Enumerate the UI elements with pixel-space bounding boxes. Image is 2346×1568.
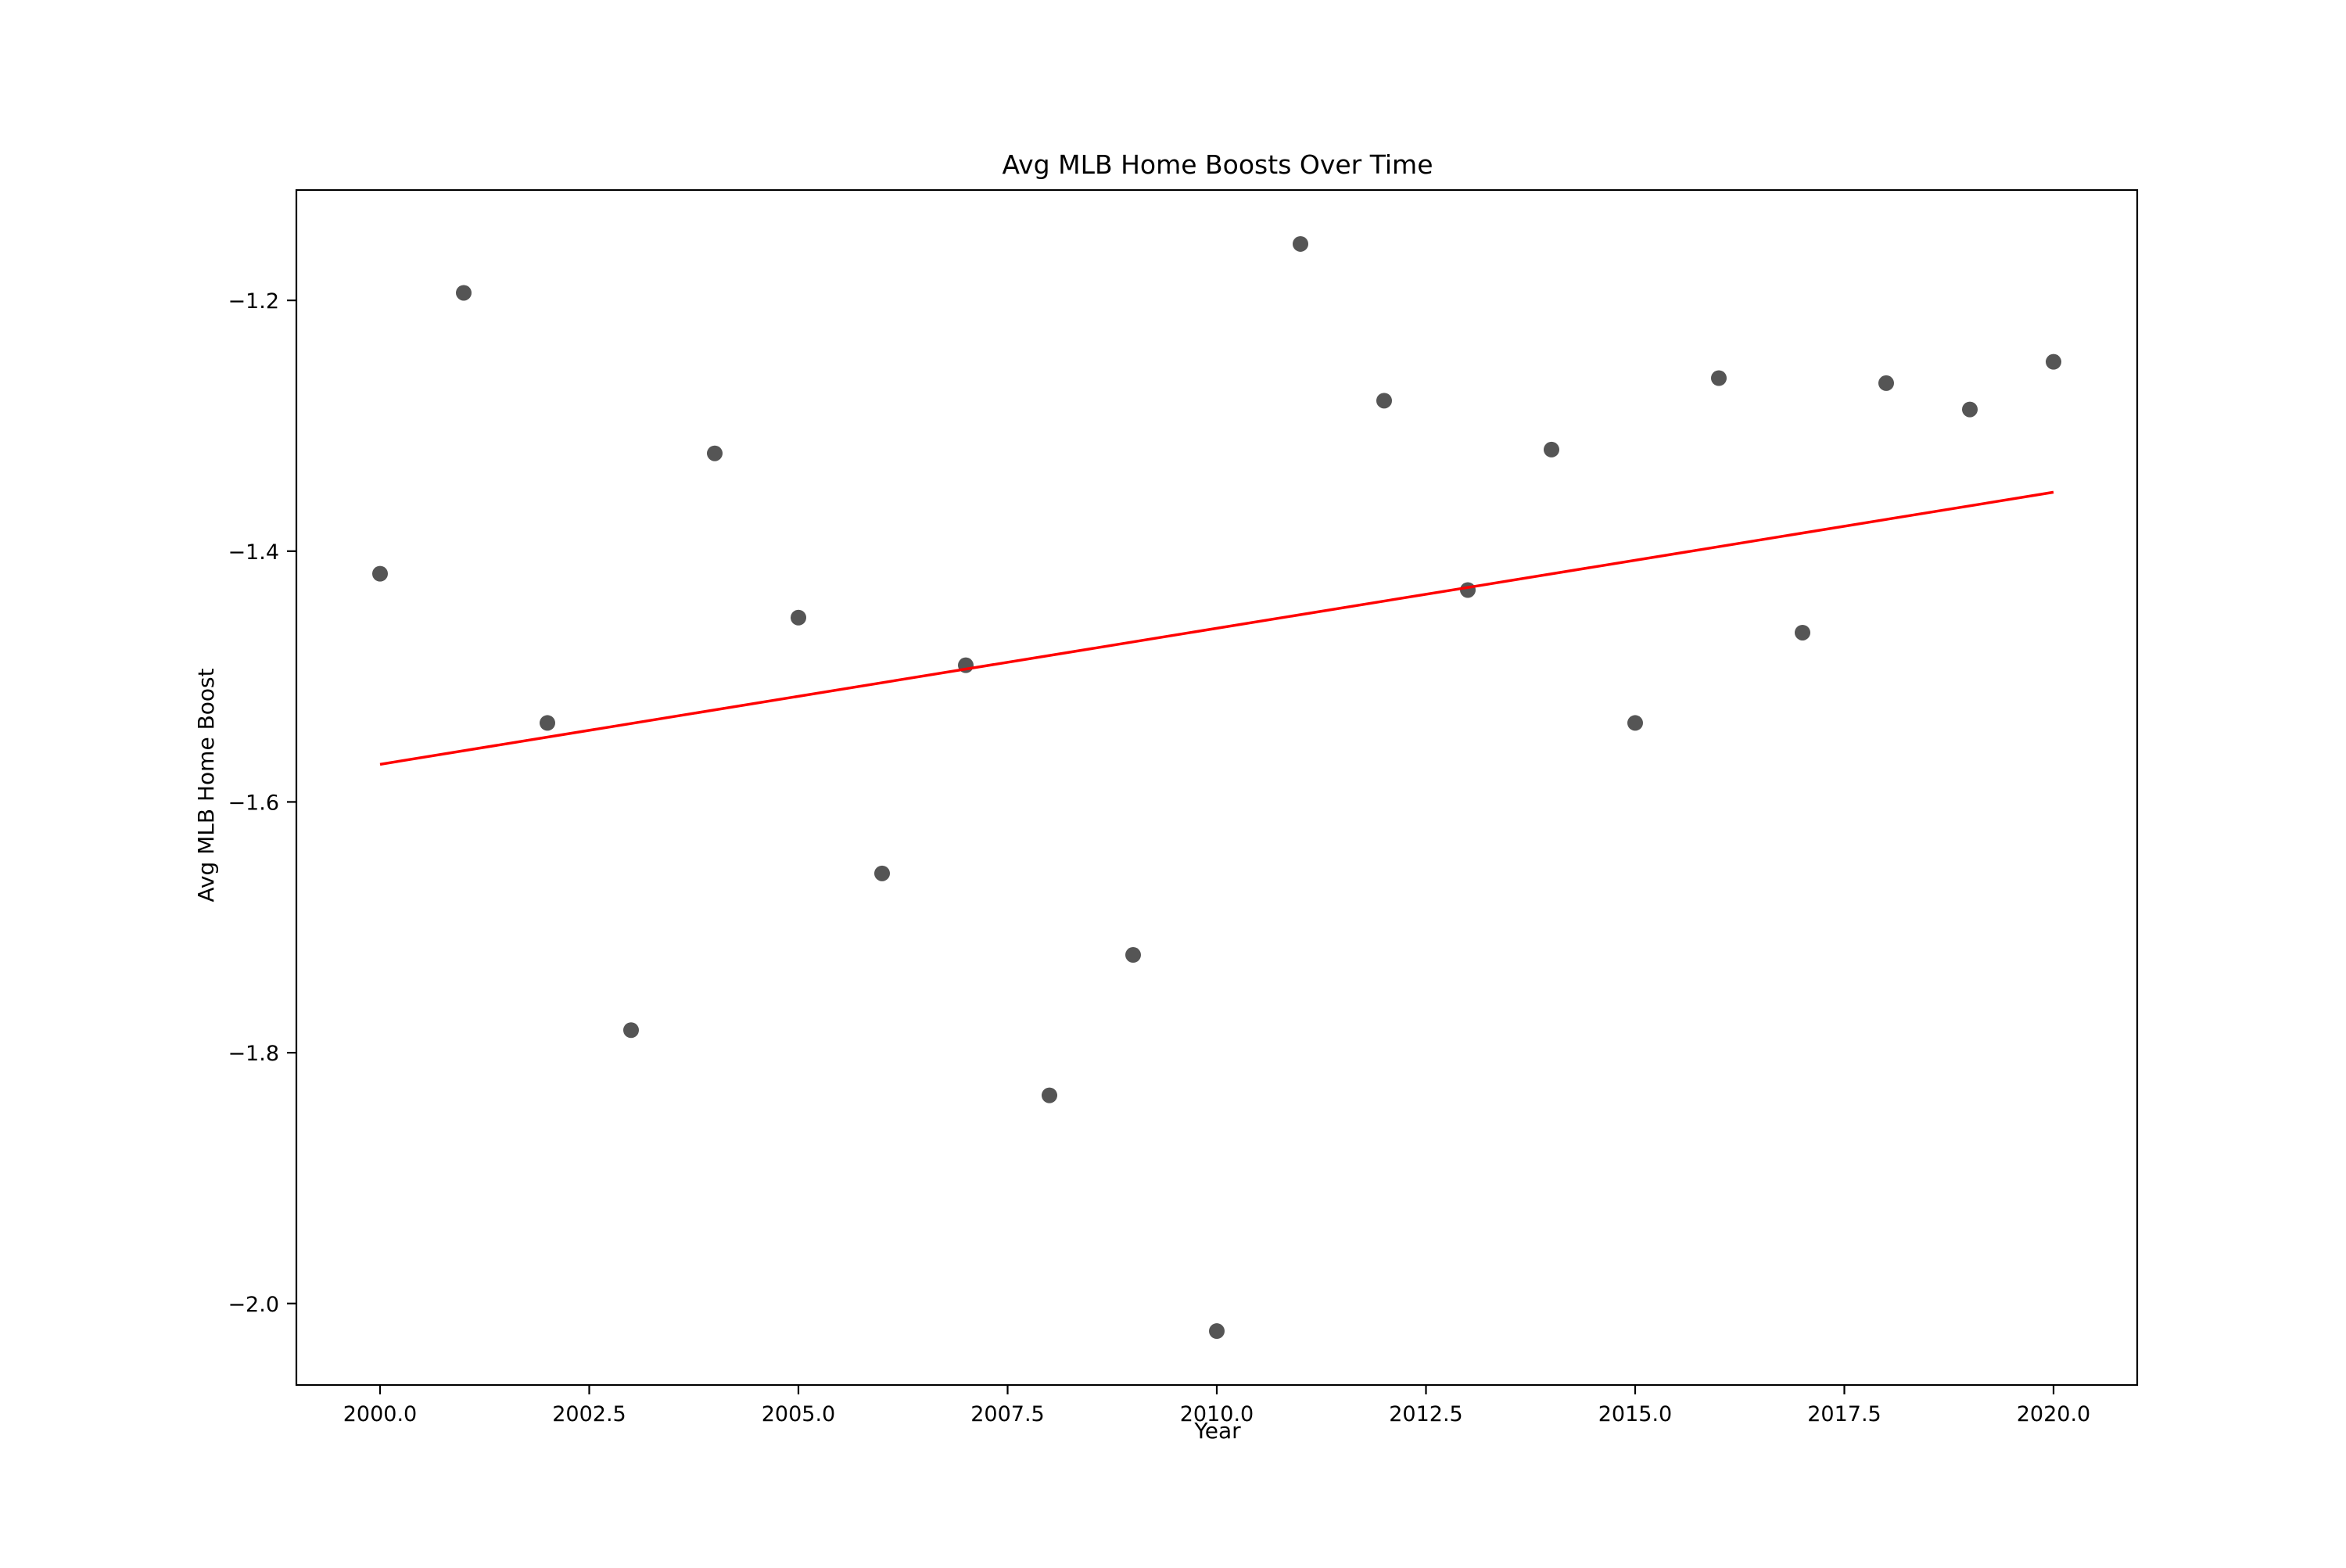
data-point bbox=[540, 715, 555, 731]
data-point bbox=[1544, 441, 1559, 457]
plot-area bbox=[372, 235, 2061, 1340]
chart-title: Avg MLB Home Boosts Over Time bbox=[1003, 149, 1433, 180]
y-tick-label: −1.8 bbox=[228, 1042, 279, 1066]
y-tick-label: −1.2 bbox=[228, 289, 279, 314]
data-point bbox=[1376, 393, 1392, 409]
data-point bbox=[874, 865, 890, 881]
data-point bbox=[1962, 401, 1978, 418]
data-point bbox=[1209, 1323, 1225, 1340]
trend-line bbox=[379, 490, 2054, 766]
x-tick-label: 2020.0 bbox=[2017, 1402, 2090, 1426]
data-point bbox=[1795, 624, 1810, 640]
y-axis-title: Avg MLB Home Boost bbox=[193, 668, 219, 902]
x-axis-title: Year bbox=[1193, 1418, 1241, 1444]
data-point bbox=[1711, 370, 1727, 386]
data-point bbox=[791, 609, 806, 626]
axes: 2000.0 2002.5 2005.0 2007.5 2010.0 2012.5 2015… bbox=[228, 188, 2139, 1426]
data-point bbox=[623, 1022, 639, 1039]
x-tick-label: 2012.5 bbox=[1389, 1402, 1462, 1426]
data-point bbox=[1878, 375, 1894, 391]
x-tick-label: 2005.0 bbox=[762, 1402, 835, 1426]
x-tick-label: 2007.5 bbox=[970, 1402, 1044, 1426]
data-point bbox=[456, 285, 472, 301]
data-point bbox=[2046, 353, 2061, 370]
x-tick-label: 2017.5 bbox=[1807, 1402, 1881, 1426]
x-tick-label: 2000.0 bbox=[343, 1402, 417, 1426]
x-tick-label: 2002.5 bbox=[552, 1402, 626, 1426]
y-tick-label: −1.4 bbox=[228, 540, 279, 565]
y-tick-label: −1.6 bbox=[228, 791, 279, 815]
data-point bbox=[1125, 947, 1141, 963]
data-point bbox=[1460, 582, 1476, 598]
x-tick-label: 2010.0 bbox=[1180, 1402, 1254, 1426]
data-point bbox=[1293, 235, 1308, 252]
x-tick-label: 2015.0 bbox=[1598, 1402, 1672, 1426]
data-point bbox=[707, 445, 723, 461]
data-point bbox=[1042, 1087, 1057, 1103]
y-tick-label: −2.0 bbox=[228, 1293, 279, 1317]
data-point bbox=[372, 565, 388, 582]
data-point bbox=[1627, 715, 1643, 731]
